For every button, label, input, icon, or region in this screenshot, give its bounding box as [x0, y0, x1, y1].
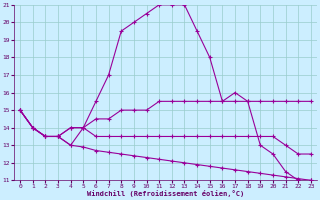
X-axis label: Windchill (Refroidissement éolien,°C): Windchill (Refroidissement éolien,°C)	[87, 190, 244, 197]
